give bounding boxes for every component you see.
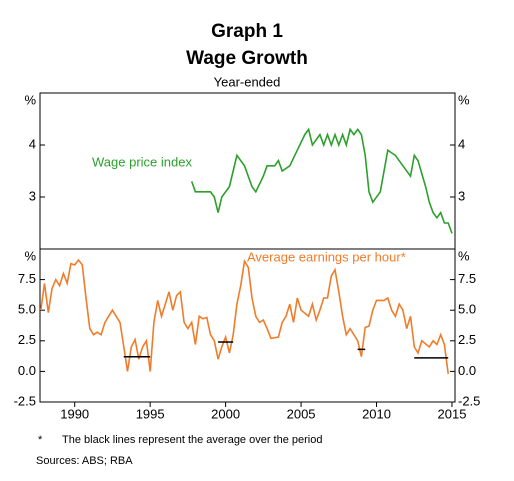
x-tick-label: 2015 bbox=[438, 406, 467, 421]
y-tick-label: 7.5 bbox=[458, 271, 476, 286]
y-tick-label: 0.0 bbox=[458, 363, 476, 378]
y-tick-label: 3 bbox=[458, 188, 465, 203]
y-tick-label: -2.5 bbox=[14, 393, 36, 408]
y-unit: % bbox=[24, 92, 36, 107]
series-label: Average earnings per hour* bbox=[247, 249, 406, 264]
frame bbox=[39, 92, 456, 403]
chart-title: Graph 1 bbox=[211, 21, 283, 42]
y-tick-label: 4 bbox=[458, 136, 465, 151]
y-unit: % bbox=[24, 248, 36, 263]
y-tick-label: 5.0 bbox=[458, 302, 476, 317]
series-line bbox=[40, 258, 449, 374]
y-unit: % bbox=[458, 248, 470, 263]
sources: Sources: ABS; RBA bbox=[36, 455, 133, 467]
footnote-marker: * bbox=[38, 434, 43, 446]
y-tick-label: 5.0 bbox=[18, 302, 36, 317]
x-tick-label: 2005 bbox=[287, 406, 316, 421]
y-tick-label: -2.5 bbox=[458, 393, 480, 408]
x-tick-label: 2010 bbox=[362, 406, 391, 421]
x-tick-label: 1995 bbox=[136, 406, 165, 421]
x-tick-label: 1990 bbox=[60, 406, 89, 421]
x-tick-label: 2000 bbox=[211, 406, 240, 421]
y-tick-label: 0.0 bbox=[18, 363, 36, 378]
y-tick-label: 2.5 bbox=[458, 332, 476, 347]
chart-subtitle: Wage Growth bbox=[186, 48, 308, 69]
y-tick-label: 3 bbox=[29, 188, 36, 203]
series-line bbox=[190, 127, 453, 234]
series-label: Wage price index bbox=[92, 154, 192, 169]
y-unit: % bbox=[458, 92, 470, 107]
chart-note: Year-ended bbox=[214, 74, 281, 89]
footnote: The black lines represent the average ov… bbox=[62, 434, 323, 446]
y-tick-label: 2.5 bbox=[18, 332, 36, 347]
y-tick-label: 7.5 bbox=[18, 271, 36, 286]
y-tick-label: 4 bbox=[29, 136, 36, 151]
